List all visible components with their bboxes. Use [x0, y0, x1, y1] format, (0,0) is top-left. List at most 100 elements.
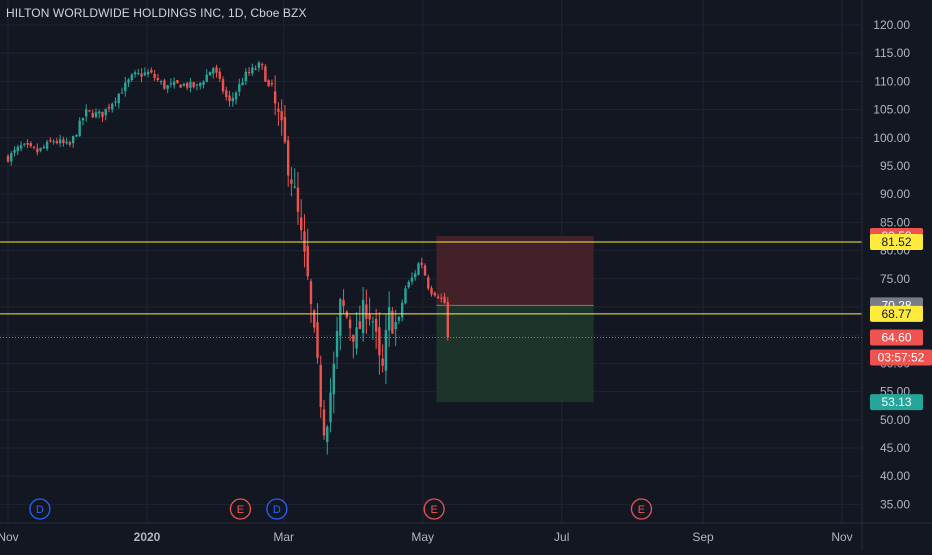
candle-body[interactable] [117, 93, 120, 104]
candle-body[interactable] [322, 409, 326, 436]
candle-body[interactable] [410, 277, 414, 282]
candle-body[interactable] [306, 245, 309, 277]
candle-body[interactable] [84, 109, 88, 117]
candle-body[interactable] [358, 321, 362, 329]
candle-body[interactable] [45, 141, 49, 149]
candle-body[interactable] [49, 140, 52, 142]
candle-body[interactable] [10, 152, 13, 162]
candle-body[interactable] [19, 145, 23, 149]
candle-body[interactable] [384, 329, 388, 371]
candle-body[interactable] [319, 364, 322, 407]
candle-body[interactable] [55, 141, 59, 144]
candle-body[interactable] [391, 310, 394, 334]
candle-body[interactable] [208, 71, 212, 76]
candle-body[interactable] [257, 62, 261, 68]
candle-body[interactable] [169, 83, 173, 85]
candle-body[interactable] [231, 97, 234, 102]
candle-body[interactable] [75, 135, 78, 137]
candle-body[interactable] [326, 426, 329, 443]
candle-body[interactable] [440, 297, 443, 299]
candle-body[interactable] [404, 288, 407, 304]
candle-body[interactable] [176, 80, 179, 84]
candle-body[interactable] [153, 73, 156, 79]
candle-body[interactable] [264, 66, 267, 82]
candle-body[interactable] [260, 64, 264, 66]
candle-body[interactable] [313, 310, 316, 328]
dividend-marker[interactable] [266, 498, 288, 520]
candle-body[interactable] [283, 116, 287, 143]
candle-body[interactable] [133, 72, 137, 75]
candle-body[interactable] [71, 136, 75, 144]
candle-body[interactable] [251, 67, 254, 74]
candle-body[interactable] [368, 313, 371, 320]
candle-body[interactable] [78, 120, 81, 137]
candle-body[interactable] [332, 363, 335, 395]
candle-body[interactable] [352, 334, 355, 342]
candle-body[interactable] [81, 118, 85, 121]
candle-body[interactable] [417, 263, 420, 275]
candle-body[interactable] [280, 111, 283, 121]
candle-body[interactable] [140, 73, 143, 77]
candle-body[interactable] [420, 262, 423, 265]
candle-body[interactable] [156, 77, 160, 80]
candle-body[interactable] [238, 84, 241, 92]
candle-body[interactable] [365, 304, 368, 319]
candle-body[interactable] [124, 82, 127, 92]
candle-body[interactable] [273, 91, 277, 104]
stop-loss-zone[interactable] [436, 236, 594, 306]
candle-body[interactable] [430, 287, 433, 295]
candle-body[interactable] [348, 319, 352, 329]
candle-body[interactable] [433, 292, 436, 296]
candle-body[interactable] [189, 81, 192, 88]
candle-body[interactable] [130, 74, 133, 80]
candle-body[interactable] [378, 327, 381, 356]
candle-body[interactable] [423, 265, 427, 276]
candle-body[interactable] [120, 92, 124, 94]
candle-body[interactable] [446, 302, 450, 338]
candle-body[interactable] [62, 139, 65, 143]
candle-body[interactable] [150, 70, 153, 73]
candle-body[interactable] [39, 147, 42, 151]
candle-body[interactable] [94, 112, 98, 118]
candle-body[interactable] [381, 358, 384, 366]
candle-body[interactable] [277, 108, 280, 112]
candle-body[interactable] [114, 101, 117, 103]
candle-body[interactable] [13, 150, 16, 153]
candle-body[interactable] [58, 139, 62, 144]
candle-body[interactable] [215, 67, 218, 73]
candle-body[interactable] [371, 321, 375, 323]
candle-body[interactable] [397, 316, 401, 321]
candle-body[interactable] [443, 296, 446, 304]
candle-body[interactable] [361, 299, 365, 334]
candle-body[interactable] [414, 273, 417, 278]
candle-body[interactable] [241, 82, 244, 86]
candle-body[interactable] [192, 82, 195, 88]
candle-body[interactable] [42, 146, 46, 148]
candle-body[interactable] [16, 146, 19, 152]
earnings-marker[interactable] [423, 498, 445, 520]
candle-body[interactable] [88, 110, 91, 112]
candle-body[interactable] [247, 71, 251, 73]
candle-body[interactable] [339, 299, 342, 336]
candle-body[interactable] [137, 72, 140, 74]
candle-body[interactable] [202, 81, 205, 85]
candle-body[interactable] [32, 146, 36, 148]
candle-body[interactable] [23, 143, 26, 145]
candle-body[interactable] [400, 302, 404, 318]
earnings-marker[interactable] [630, 498, 653, 520]
candle-body[interactable] [29, 143, 33, 147]
candle-body[interactable] [329, 392, 332, 423]
candle-body[interactable] [374, 318, 378, 332]
dividend-marker[interactable] [29, 498, 51, 520]
candle-body[interactable] [300, 217, 303, 231]
take-profit-zone[interactable] [436, 305, 594, 403]
candle-body[interactable] [267, 80, 270, 86]
candle-body[interactable] [387, 307, 391, 331]
candle-body[interactable] [166, 85, 169, 89]
candle-body[interactable] [179, 84, 182, 88]
candle-body[interactable] [98, 111, 101, 114]
candle-body[interactable] [407, 281, 410, 288]
candle-body[interactable] [52, 141, 55, 143]
candle-body[interactable] [212, 68, 215, 74]
